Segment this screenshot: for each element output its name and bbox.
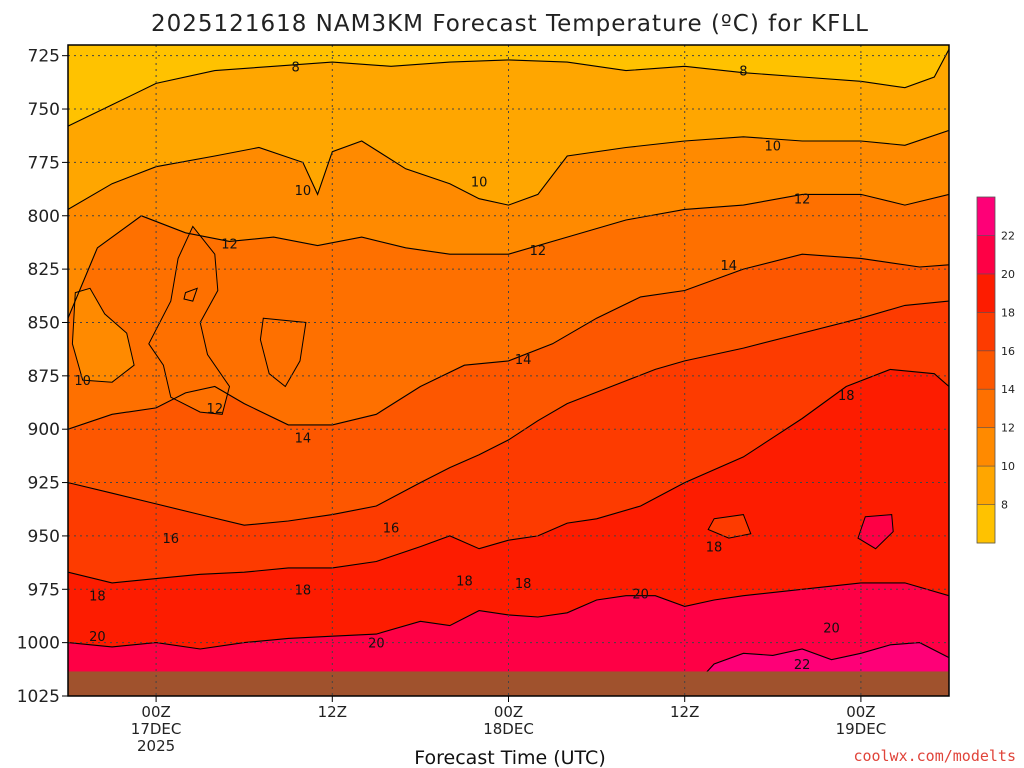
- temperature-cell-12-2: [183, 287, 199, 302]
- contour-label-21: 20: [89, 630, 106, 645]
- colorbar-segment-2: [977, 427, 995, 467]
- temperature-cell-16-4: [707, 514, 752, 539]
- colorbar-segment-8: [977, 197, 995, 236]
- contour-label-14: 16: [383, 521, 400, 536]
- contour-label-18: 18: [515, 577, 532, 592]
- colorbar-tick-label-20: 20: [1001, 268, 1015, 281]
- colorbar-segment-3: [977, 389, 995, 429]
- contour-line-14: [68, 253, 949, 430]
- contour-label-6: 12: [530, 244, 547, 259]
- colorbar: 8 10 12 14 16 18 20 22: [976, 196, 1015, 544]
- colorbar-tick-label-18: 18: [1001, 306, 1015, 319]
- contour-label-24: 20: [823, 622, 840, 637]
- x-tick-label-48-0: 00Z: [846, 703, 875, 721]
- y-tick-label-875: 875: [28, 367, 60, 387]
- colorbar-segment-5: [977, 312, 995, 352]
- colorbar-tick-label-22: 22: [1001, 229, 1015, 242]
- x-tick-label-48-1: 19DEC: [836, 720, 887, 738]
- y-tick-label-975: 975: [28, 580, 60, 600]
- contour-label-12: 14: [720, 259, 737, 274]
- colorbar-segment-1: [977, 466, 995, 506]
- contour-line-12: [68, 193, 949, 319]
- contour-label-25: 22: [794, 658, 811, 673]
- contour-line-20: [68, 582, 949, 650]
- contour-label-8: 12: [207, 402, 224, 417]
- y-tick-label-1025: 1025: [17, 687, 60, 707]
- chart-title: 2025121618 NAM3KM Forecast Temperature (…: [151, 11, 869, 37]
- y-tick-label-950: 950: [28, 527, 60, 547]
- credit-text[interactable]: coolwx.com/modelts: [853, 747, 1016, 765]
- temperature-cell-12-1: [148, 225, 231, 415]
- contour-label-22: 20: [368, 637, 385, 652]
- x-tick-label-0-2: 2025: [137, 737, 175, 755]
- colorbar-frame: [976, 196, 996, 544]
- x-tick-label-12-0: 12Z: [318, 703, 347, 721]
- colorbar-segment-4: [977, 350, 995, 390]
- contour-label-23: 20: [632, 588, 649, 603]
- contour-label-11: 14: [515, 353, 532, 368]
- colorbar-tick-label-14: 14: [1001, 383, 1015, 396]
- x-tick-label-36-0: 12Z: [670, 703, 699, 721]
- colorbar-segment-6: [977, 273, 995, 313]
- y-tick-label-775: 775: [28, 153, 60, 173]
- x-tick-label-24-1: 18DEC: [483, 720, 534, 738]
- colorbar-tick-label-8: 8: [1001, 499, 1008, 512]
- y-tick-label-925: 925: [28, 474, 60, 494]
- contour-label-5: 12: [221, 238, 238, 253]
- y-tick-label-850: 850: [28, 313, 60, 333]
- x-tick-label-24-0: 00Z: [494, 703, 523, 721]
- contour-label-20: 18: [838, 389, 855, 404]
- contour-line-16: [68, 300, 949, 526]
- contour-line-10: [68, 129, 949, 210]
- contour-line-8: [68, 49, 949, 127]
- x-axis-label: Forecast Time (UTC): [414, 747, 605, 768]
- colorbar-segment-7: [977, 235, 995, 275]
- temperature-cell-10-0: [71, 287, 135, 383]
- contour-labels-layer: 8 8 10 10 10 12 12 12 12 10 14 14 14 16 16 18 18 18 18 18 18…: [74, 60, 854, 673]
- contour-label-4: 10: [765, 139, 782, 154]
- contour-label-19: 18: [706, 541, 723, 556]
- colorbar-tick-label-12: 12: [1001, 422, 1015, 435]
- contour-label-1: 8: [739, 65, 747, 80]
- colorbar-tick-label-10: 10: [1001, 460, 1015, 473]
- contour-label-2: 10: [295, 184, 312, 199]
- colorbar-segment-0: [977, 504, 995, 544]
- temperature-fill-layer: [68, 45, 949, 696]
- y-tick-label-900: 900: [28, 420, 60, 440]
- x-tick-label-0-0: 00Z: [141, 703, 170, 721]
- y-tick-label-725: 725: [28, 47, 60, 67]
- temperature-cell-20-5: [857, 514, 894, 550]
- x-tick-label-0-1: 17DEC: [131, 720, 182, 738]
- y-tick-label-800: 800: [28, 207, 60, 227]
- grid-layer: [68, 45, 949, 696]
- contour-label-13: 16: [163, 532, 180, 547]
- contour-line-18: [68, 368, 949, 584]
- contour-label-0: 8: [291, 60, 299, 75]
- contour-label-15: 18: [89, 590, 106, 605]
- contour-label-7: 12: [794, 193, 811, 208]
- contour-label-10: 14: [295, 432, 312, 447]
- contour-label-9: 10: [74, 374, 91, 389]
- y-axis: 725 750 775 800 825 850 875 900 925 950 975 1000 102…: [17, 47, 68, 707]
- contour-label-16: 18: [295, 583, 312, 598]
- y-tick-label-750: 750: [28, 100, 60, 120]
- y-tick-label-825: 825: [28, 260, 60, 280]
- y-tick-label-1000: 1000: [17, 634, 60, 654]
- temperature-cell-12-3: [259, 317, 307, 388]
- contour-label-3: 10: [471, 176, 488, 191]
- contour-label-17: 18: [456, 575, 473, 590]
- colorbar-tick-label-16: 16: [1001, 345, 1015, 358]
